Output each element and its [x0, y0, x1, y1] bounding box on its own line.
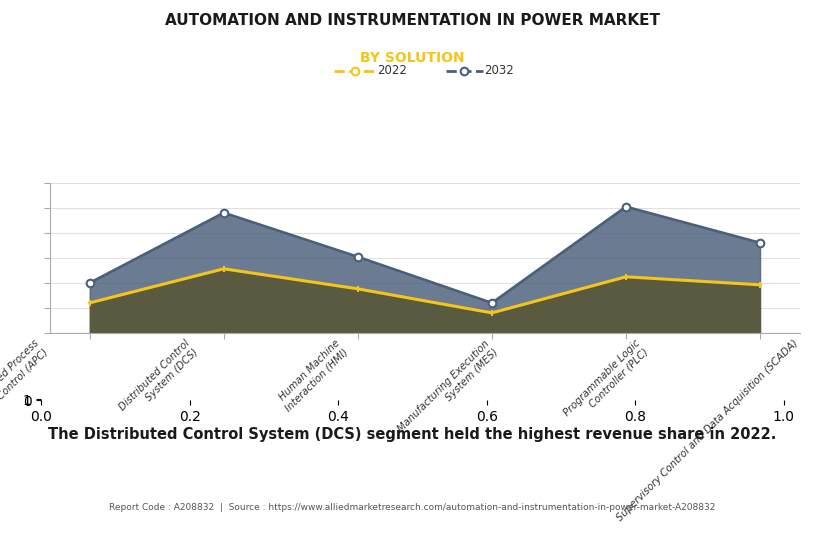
Text: 2022: 2022 [377, 64, 407, 77]
Text: Report Code : A208832  |  Source : https://www.alliedmarketresearch.com/automati: Report Code : A208832 | Source : https:/… [109, 503, 716, 512]
Text: The Distributed Control System (DCS) segment held the highest revenue share in 2: The Distributed Control System (DCS) seg… [49, 427, 776, 442]
Text: Distributed Control
System (DCS): Distributed Control System (DCS) [117, 338, 200, 421]
Text: BY SOLUTION: BY SOLUTION [361, 51, 464, 65]
Text: Programmable Logic
Controller (PLC): Programmable Logic Controller (PLC) [562, 338, 650, 426]
Text: Human Machine
Interaction (HMI): Human Machine Interaction (HMI) [275, 338, 350, 413]
Text: Advanced Process
Control (APC): Advanced Process Control (APC) [0, 338, 50, 418]
Text: AUTOMATION AND INSTRUMENTATION IN POWER MARKET: AUTOMATION AND INSTRUMENTATION IN POWER … [165, 13, 660, 28]
Text: Supervisory Control and Data Acquisition (SCADA): Supervisory Control and Data Acquisition… [615, 338, 800, 524]
Text: Manufacturing Execution
System (MES): Manufacturing Execution System (MES) [396, 338, 500, 442]
Text: 2032: 2032 [484, 64, 514, 77]
